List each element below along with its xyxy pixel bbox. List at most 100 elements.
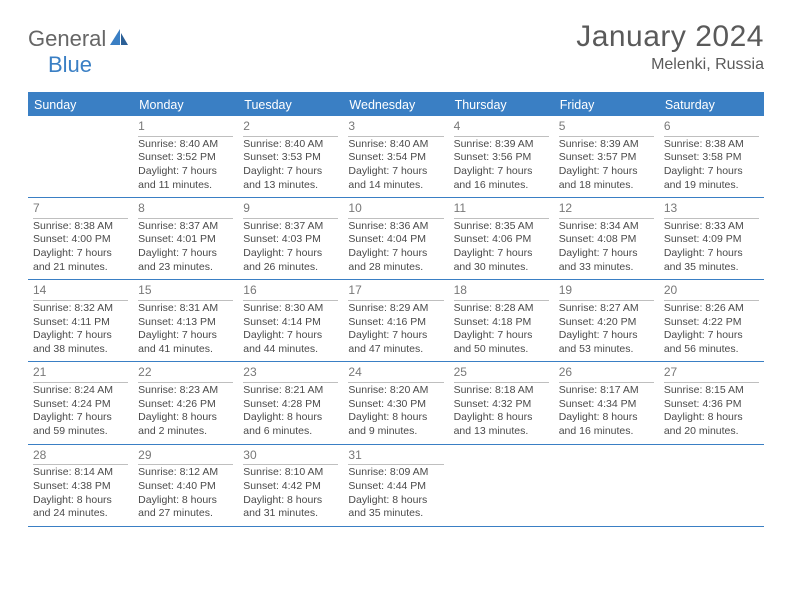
day-cell: 20Sunrise: 8:26 AM Sunset: 4:22 PM Dayli…	[659, 280, 764, 361]
day-cell	[449, 445, 554, 526]
day-cell: 6Sunrise: 8:38 AM Sunset: 3:58 PM Daylig…	[659, 116, 764, 197]
day-detail: Sunrise: 8:24 AM Sunset: 4:24 PM Dayligh…	[33, 384, 128, 439]
day-number: 20	[664, 283, 759, 301]
day-cell: 3Sunrise: 8:40 AM Sunset: 3:54 PM Daylig…	[343, 116, 448, 197]
day-number: 10	[348, 201, 443, 219]
day-number: 9	[243, 201, 338, 219]
day-detail: Sunrise: 8:32 AM Sunset: 4:11 PM Dayligh…	[33, 302, 128, 357]
weekday-sunday: Sunday	[28, 94, 133, 116]
day-detail: Sunrise: 8:17 AM Sunset: 4:34 PM Dayligh…	[559, 384, 654, 439]
location-label: Melenki, Russia	[576, 56, 764, 74]
day-cell: 23Sunrise: 8:21 AM Sunset: 4:28 PM Dayli…	[238, 362, 343, 443]
calendar: Sunday Monday Tuesday Wednesday Thursday…	[28, 92, 764, 527]
logo: General	[28, 26, 130, 52]
day-detail: Sunrise: 8:37 AM Sunset: 4:03 PM Dayligh…	[243, 220, 338, 275]
weekday-wednesday: Wednesday	[343, 94, 448, 116]
day-cell: 16Sunrise: 8:30 AM Sunset: 4:14 PM Dayli…	[238, 280, 343, 361]
day-cell: 30Sunrise: 8:10 AM Sunset: 4:42 PM Dayli…	[238, 445, 343, 526]
day-detail: Sunrise: 8:31 AM Sunset: 4:13 PM Dayligh…	[138, 302, 233, 357]
day-cell	[554, 445, 659, 526]
day-cell	[28, 116, 133, 197]
weekday-friday: Friday	[554, 94, 659, 116]
day-number: 25	[454, 365, 549, 383]
week-row: 7Sunrise: 8:38 AM Sunset: 4:00 PM Daylig…	[28, 198, 764, 280]
day-cell: 21Sunrise: 8:24 AM Sunset: 4:24 PM Dayli…	[28, 362, 133, 443]
sail-icon	[108, 27, 130, 52]
day-cell: 26Sunrise: 8:17 AM Sunset: 4:34 PM Dayli…	[554, 362, 659, 443]
day-detail: Sunrise: 8:21 AM Sunset: 4:28 PM Dayligh…	[243, 384, 338, 439]
day-cell: 9Sunrise: 8:37 AM Sunset: 4:03 PM Daylig…	[238, 198, 343, 279]
day-cell: 18Sunrise: 8:28 AM Sunset: 4:18 PM Dayli…	[449, 280, 554, 361]
day-number: 11	[454, 201, 549, 219]
day-number: 22	[138, 365, 233, 383]
day-cell: 12Sunrise: 8:34 AM Sunset: 4:08 PM Dayli…	[554, 198, 659, 279]
weekday-thursday: Thursday	[449, 94, 554, 116]
day-detail: Sunrise: 8:30 AM Sunset: 4:14 PM Dayligh…	[243, 302, 338, 357]
day-number: 24	[348, 365, 443, 383]
day-detail: Sunrise: 8:40 AM Sunset: 3:53 PM Dayligh…	[243, 138, 338, 193]
day-number: 31	[348, 448, 443, 466]
day-detail: Sunrise: 8:40 AM Sunset: 3:54 PM Dayligh…	[348, 138, 443, 193]
logo-text-blue: Blue	[48, 52, 92, 77]
day-cell: 19Sunrise: 8:27 AM Sunset: 4:20 PM Dayli…	[554, 280, 659, 361]
day-detail: Sunrise: 8:39 AM Sunset: 3:56 PM Dayligh…	[454, 138, 549, 193]
day-detail: Sunrise: 8:20 AM Sunset: 4:30 PM Dayligh…	[348, 384, 443, 439]
day-detail: Sunrise: 8:27 AM Sunset: 4:20 PM Dayligh…	[559, 302, 654, 357]
day-detail: Sunrise: 8:36 AM Sunset: 4:04 PM Dayligh…	[348, 220, 443, 275]
day-cell: 17Sunrise: 8:29 AM Sunset: 4:16 PM Dayli…	[343, 280, 448, 361]
day-detail: Sunrise: 8:40 AM Sunset: 3:52 PM Dayligh…	[138, 138, 233, 193]
day-number: 1	[138, 119, 233, 137]
day-number: 23	[243, 365, 338, 383]
month-title: January 2024	[576, 20, 764, 54]
day-cell: 1Sunrise: 8:40 AM Sunset: 3:52 PM Daylig…	[133, 116, 238, 197]
day-cell: 7Sunrise: 8:38 AM Sunset: 4:00 PM Daylig…	[28, 198, 133, 279]
day-number: 27	[664, 365, 759, 383]
day-detail: Sunrise: 8:09 AM Sunset: 4:44 PM Dayligh…	[348, 466, 443, 521]
day-number: 29	[138, 448, 233, 466]
day-detail: Sunrise: 8:12 AM Sunset: 4:40 PM Dayligh…	[138, 466, 233, 521]
day-cell: 4Sunrise: 8:39 AM Sunset: 3:56 PM Daylig…	[449, 116, 554, 197]
weekday-header-row: Sunday Monday Tuesday Wednesday Thursday…	[28, 94, 764, 116]
day-detail: Sunrise: 8:35 AM Sunset: 4:06 PM Dayligh…	[454, 220, 549, 275]
day-detail: Sunrise: 8:15 AM Sunset: 4:36 PM Dayligh…	[664, 384, 759, 439]
day-cell: 22Sunrise: 8:23 AM Sunset: 4:26 PM Dayli…	[133, 362, 238, 443]
title-block: January 2024 Melenki, Russia	[576, 20, 764, 74]
day-number: 2	[243, 119, 338, 137]
day-cell: 10Sunrise: 8:36 AM Sunset: 4:04 PM Dayli…	[343, 198, 448, 279]
week-row: 14Sunrise: 8:32 AM Sunset: 4:11 PM Dayli…	[28, 280, 764, 362]
day-cell: 24Sunrise: 8:20 AM Sunset: 4:30 PM Dayli…	[343, 362, 448, 443]
day-number: 4	[454, 119, 549, 137]
day-number: 28	[33, 448, 128, 466]
day-cell: 15Sunrise: 8:31 AM Sunset: 4:13 PM Dayli…	[133, 280, 238, 361]
day-cell: 25Sunrise: 8:18 AM Sunset: 4:32 PM Dayli…	[449, 362, 554, 443]
day-number: 17	[348, 283, 443, 301]
day-detail: Sunrise: 8:38 AM Sunset: 3:58 PM Dayligh…	[664, 138, 759, 193]
weekday-saturday: Saturday	[659, 94, 764, 116]
day-cell: 2Sunrise: 8:40 AM Sunset: 3:53 PM Daylig…	[238, 116, 343, 197]
day-detail: Sunrise: 8:39 AM Sunset: 3:57 PM Dayligh…	[559, 138, 654, 193]
day-number: 15	[138, 283, 233, 301]
day-cell: 5Sunrise: 8:39 AM Sunset: 3:57 PM Daylig…	[554, 116, 659, 197]
day-cell: 13Sunrise: 8:33 AM Sunset: 4:09 PM Dayli…	[659, 198, 764, 279]
day-detail: Sunrise: 8:29 AM Sunset: 4:16 PM Dayligh…	[348, 302, 443, 357]
day-cell: 8Sunrise: 8:37 AM Sunset: 4:01 PM Daylig…	[133, 198, 238, 279]
day-number: 19	[559, 283, 654, 301]
weekday-monday: Monday	[133, 94, 238, 116]
day-number: 14	[33, 283, 128, 301]
logo-text-general: General	[28, 26, 106, 52]
day-number: 18	[454, 283, 549, 301]
day-number: 12	[559, 201, 654, 219]
day-cell: 29Sunrise: 8:12 AM Sunset: 4:40 PM Dayli…	[133, 445, 238, 526]
week-row: 21Sunrise: 8:24 AM Sunset: 4:24 PM Dayli…	[28, 362, 764, 444]
day-cell	[659, 445, 764, 526]
day-cell: 14Sunrise: 8:32 AM Sunset: 4:11 PM Dayli…	[28, 280, 133, 361]
day-number: 5	[559, 119, 654, 137]
day-number: 3	[348, 119, 443, 137]
day-number: 21	[33, 365, 128, 383]
day-number: 6	[664, 119, 759, 137]
day-detail: Sunrise: 8:38 AM Sunset: 4:00 PM Dayligh…	[33, 220, 128, 275]
day-cell: 31Sunrise: 8:09 AM Sunset: 4:44 PM Dayli…	[343, 445, 448, 526]
day-detail: Sunrise: 8:28 AM Sunset: 4:18 PM Dayligh…	[454, 302, 549, 357]
day-number: 7	[33, 201, 128, 219]
day-cell: 28Sunrise: 8:14 AM Sunset: 4:38 PM Dayli…	[28, 445, 133, 526]
